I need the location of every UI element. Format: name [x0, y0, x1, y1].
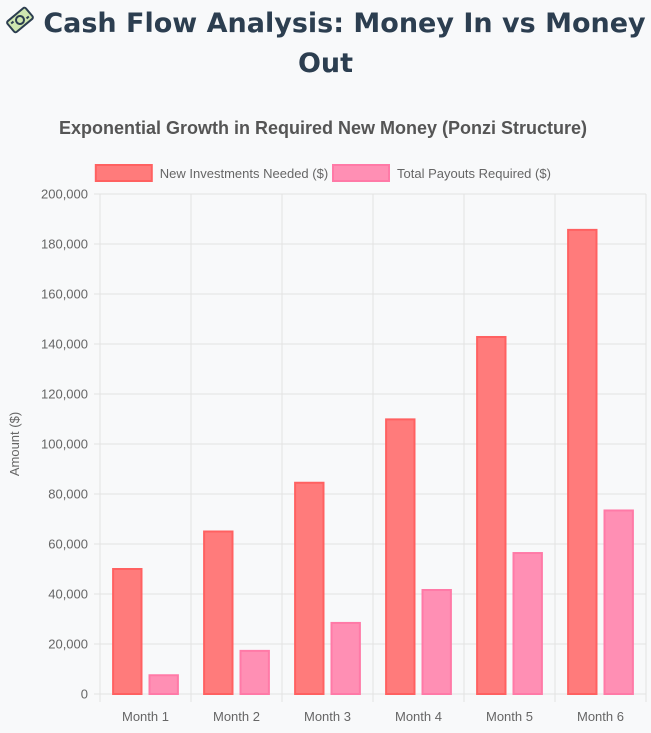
x-tick-label: Month 6	[577, 709, 624, 724]
bar-total-payouts	[239, 649, 270, 695]
legend-swatch	[94, 164, 153, 182]
y-axis-ticks: 0 20,000 40,000 60,000 80,000 100,000 120,000 1…	[41, 187, 88, 702]
bar-new-investments	[385, 418, 416, 695]
bar-new-investments	[476, 335, 507, 696]
bar-total-payouts	[512, 552, 543, 695]
bars	[112, 228, 634, 696]
y-tick-label: 160,000	[41, 287, 88, 302]
legend: New Investments Needed ($) Total Payouts …	[94, 164, 551, 182]
y-tick-label: 140,000	[41, 337, 88, 352]
x-tick-label: Month 4	[395, 709, 442, 724]
x-axis-ticks: Month 1 Month 2 Month 3 Month 4 Month 5 Month…	[122, 709, 624, 724]
chart: Exponential Growth in Required New Money…	[7, 118, 647, 724]
page-heading-line2: Out	[297, 48, 354, 79]
x-tick-label: Month 1	[122, 709, 169, 724]
bar-total-payouts	[148, 674, 179, 695]
x-tick-label: Month 3	[304, 709, 351, 724]
y-tick-label: 60,000	[48, 537, 88, 552]
y-tick-label: 40,000	[48, 587, 88, 602]
y-tick-label: 80,000	[48, 487, 88, 502]
bar-new-investments	[203, 530, 234, 695]
chart-title: Exponential Growth in Required New Money…	[59, 118, 587, 138]
x-tick-label: Month 2	[213, 709, 260, 724]
x-tick-label: Month 5	[486, 709, 533, 724]
bar-total-payouts	[603, 509, 634, 695]
bar-new-investments	[567, 228, 598, 695]
page-heading: Cash Flow Analysis: Money In vs Money Ou…	[0, 4, 651, 84]
legend-label: Total Payouts Required ($)	[397, 166, 551, 181]
y-axis-label: Amount ($)	[7, 412, 22, 476]
legend-swatch	[332, 164, 390, 182]
y-tick-label: 120,000	[41, 387, 88, 402]
bar-new-investments	[294, 481, 325, 695]
page-heading-line1: Cash Flow Analysis: Money In vs Money	[0, 4, 651, 44]
bar-total-payouts	[330, 621, 361, 695]
legend-label: New Investments Needed ($)	[160, 166, 328, 181]
y-tick-label: 20,000	[48, 637, 88, 652]
y-tick-label: 200,000	[41, 187, 88, 202]
y-tick-label: 0	[81, 687, 88, 702]
money-bag-icon	[6, 6, 35, 34]
page-heading-text-1: Cash Flow Analysis: Money In vs Money	[43, 8, 646, 39]
bar-total-payouts	[421, 588, 452, 695]
y-tick-label: 100,000	[41, 437, 88, 452]
bar-new-investments	[112, 568, 143, 695]
grid	[94, 193, 647, 702]
y-tick-label: 180,000	[41, 237, 88, 252]
